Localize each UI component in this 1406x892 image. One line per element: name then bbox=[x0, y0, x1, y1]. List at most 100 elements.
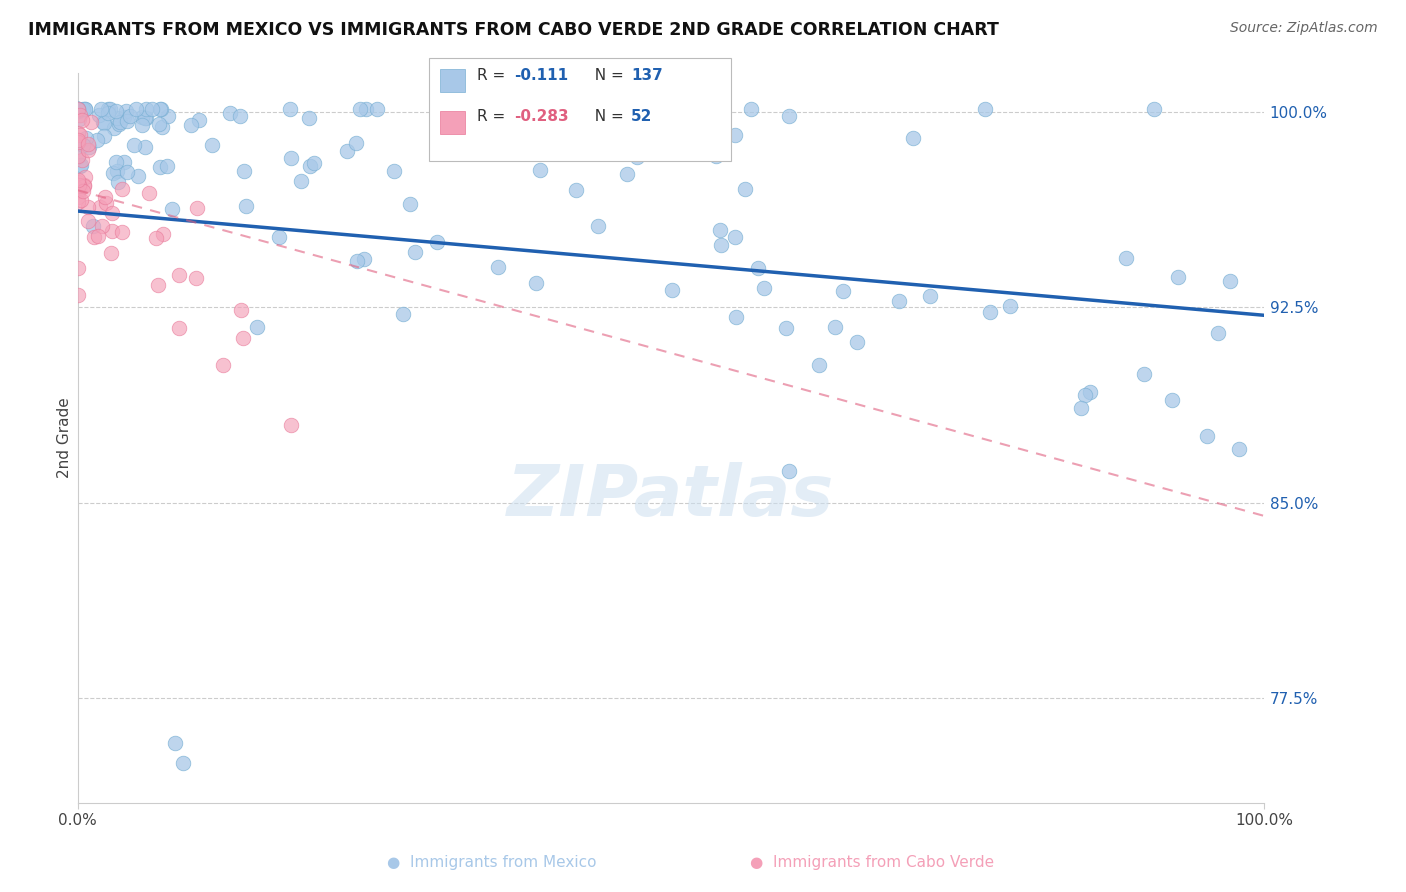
Point bbox=[425, 235, 447, 250]
Point bbox=[404, 244, 426, 259]
Point bbox=[163, 736, 186, 750]
Point bbox=[180, 118, 202, 132]
Point bbox=[83, 230, 105, 244]
Point bbox=[105, 111, 128, 125]
Point bbox=[131, 110, 153, 124]
Text: -0.111: -0.111 bbox=[515, 69, 568, 83]
Point bbox=[131, 118, 153, 132]
Point bbox=[70, 193, 93, 207]
Point bbox=[135, 103, 157, 117]
Point bbox=[918, 289, 941, 303]
Point bbox=[398, 197, 420, 211]
Point bbox=[93, 116, 115, 130]
Point bbox=[778, 464, 800, 478]
Point bbox=[115, 114, 138, 128]
Point bbox=[66, 103, 89, 118]
Point bbox=[616, 167, 638, 181]
Point bbox=[167, 268, 190, 282]
Point bbox=[1143, 103, 1166, 117]
Point bbox=[67, 178, 90, 192]
Point bbox=[134, 140, 156, 154]
Point bbox=[72, 113, 94, 128]
Point bbox=[108, 117, 131, 131]
Point bbox=[91, 114, 114, 128]
Point bbox=[72, 184, 94, 198]
Point bbox=[150, 103, 173, 117]
Point bbox=[887, 293, 910, 308]
Point bbox=[135, 111, 157, 125]
Point bbox=[486, 260, 509, 275]
Point bbox=[90, 103, 112, 117]
Point bbox=[141, 103, 163, 117]
Point bbox=[558, 103, 581, 117]
Point bbox=[704, 149, 727, 163]
Point bbox=[87, 228, 110, 243]
Point bbox=[186, 201, 208, 215]
Point bbox=[290, 174, 312, 188]
Point bbox=[280, 103, 302, 117]
Point bbox=[67, 194, 90, 209]
Y-axis label: 2nd Grade: 2nd Grade bbox=[58, 397, 72, 478]
Point bbox=[661, 283, 683, 297]
Point bbox=[105, 154, 128, 169]
Point bbox=[586, 219, 609, 233]
Point bbox=[152, 227, 174, 242]
Point bbox=[93, 128, 115, 143]
Point bbox=[148, 278, 170, 293]
Point bbox=[344, 136, 367, 150]
Point bbox=[115, 104, 138, 119]
Point bbox=[73, 169, 96, 184]
Point bbox=[104, 103, 127, 118]
Point bbox=[66, 150, 89, 164]
Point bbox=[775, 321, 797, 335]
Point bbox=[458, 134, 481, 148]
Point bbox=[979, 305, 1001, 319]
Point bbox=[75, 103, 97, 117]
Point bbox=[297, 111, 319, 125]
Point bbox=[1167, 270, 1189, 285]
Point bbox=[70, 153, 93, 167]
Point bbox=[1074, 388, 1097, 402]
Point bbox=[110, 115, 132, 129]
Point bbox=[167, 321, 190, 335]
Point bbox=[98, 103, 121, 117]
Point bbox=[824, 320, 846, 334]
Text: R =: R = bbox=[477, 69, 510, 83]
Point bbox=[233, 164, 256, 178]
Point bbox=[112, 154, 135, 169]
Point bbox=[740, 103, 762, 117]
Point bbox=[97, 103, 120, 117]
Point bbox=[67, 127, 90, 141]
Point bbox=[1078, 384, 1101, 399]
Point bbox=[155, 159, 177, 173]
Point bbox=[1160, 392, 1182, 407]
Point bbox=[66, 103, 89, 117]
Point bbox=[807, 358, 830, 372]
Text: IMMIGRANTS FROM MEXICO VS IMMIGRANTS FROM CABO VERDE 2ND GRADE CORRELATION CHART: IMMIGRANTS FROM MEXICO VS IMMIGRANTS FRO… bbox=[28, 21, 1000, 38]
Point bbox=[67, 103, 90, 117]
Point bbox=[138, 186, 160, 200]
Text: R =: R = bbox=[477, 110, 510, 124]
Point bbox=[1070, 401, 1092, 415]
Point bbox=[267, 230, 290, 244]
Point bbox=[710, 238, 733, 252]
Point bbox=[524, 276, 547, 290]
Point bbox=[336, 145, 359, 159]
Point bbox=[725, 310, 748, 325]
Point bbox=[89, 108, 111, 122]
Text: N =: N = bbox=[585, 110, 628, 124]
Point bbox=[346, 254, 368, 268]
Point bbox=[752, 281, 775, 295]
Point bbox=[724, 128, 747, 143]
Text: ●  Immigrants from Cabo Verde: ● Immigrants from Cabo Verde bbox=[749, 855, 994, 870]
Point bbox=[77, 143, 100, 157]
Point bbox=[69, 179, 91, 194]
Point bbox=[229, 108, 252, 122]
Point bbox=[125, 103, 148, 117]
Point bbox=[75, 131, 97, 145]
Point bbox=[354, 103, 377, 117]
Point bbox=[280, 417, 302, 432]
Point bbox=[96, 105, 118, 120]
Point bbox=[998, 299, 1021, 313]
Point bbox=[145, 231, 167, 245]
